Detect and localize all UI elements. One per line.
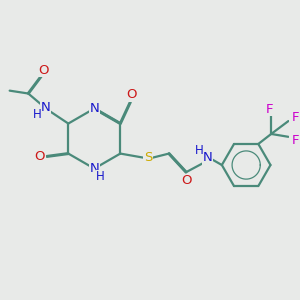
Text: F: F [266, 103, 274, 116]
Text: H: H [96, 170, 105, 183]
Text: H: H [32, 109, 41, 122]
Text: N: N [40, 101, 50, 114]
Text: F: F [292, 111, 299, 124]
Text: N: N [203, 152, 212, 164]
Text: O: O [127, 88, 137, 101]
Text: O: O [181, 174, 191, 187]
Text: O: O [39, 64, 49, 76]
Text: S: S [144, 152, 152, 164]
Text: F: F [292, 134, 299, 147]
Text: H: H [195, 144, 203, 157]
Text: N: N [89, 102, 99, 115]
Text: O: O [34, 150, 45, 163]
Text: N: N [89, 162, 99, 175]
